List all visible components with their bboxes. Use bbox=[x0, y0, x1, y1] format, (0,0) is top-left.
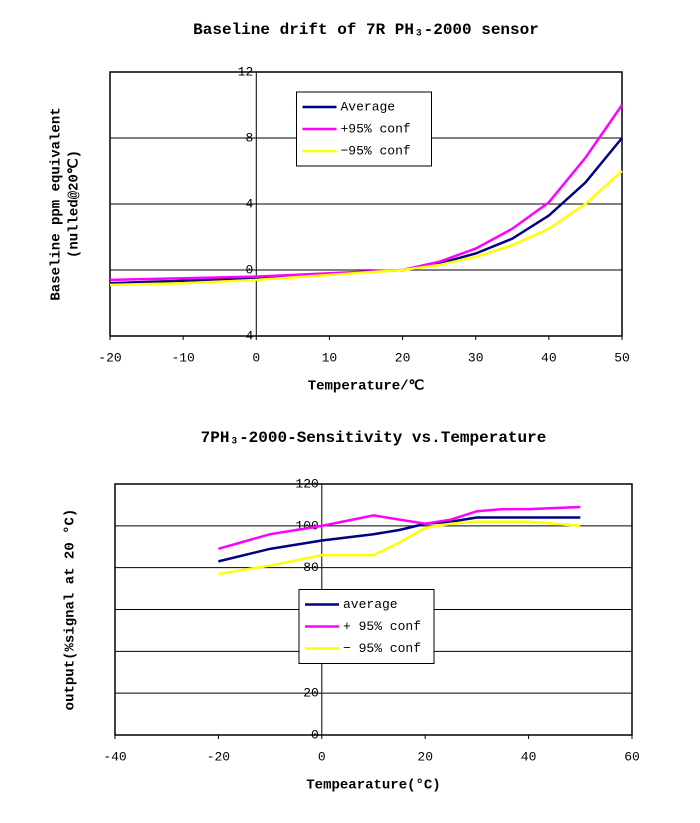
y-axis-label: Baseline ppm equivalent bbox=[49, 107, 65, 300]
y-tick-label: -4 bbox=[238, 328, 254, 343]
y-tick-label: 8 bbox=[245, 130, 253, 145]
y-tick-label: 0 bbox=[245, 262, 253, 277]
x-tick-label: 20 bbox=[417, 749, 433, 764]
x-tick-label: -20 bbox=[207, 749, 230, 764]
y-tick-label: 0 bbox=[311, 727, 319, 742]
y-tick-label: 20 bbox=[303, 686, 319, 701]
x-axis-label: Tempearature(°C) bbox=[306, 778, 440, 794]
series-line bbox=[109, 137, 623, 285]
y-tick-label: 80 bbox=[303, 560, 319, 575]
legend-label: Average bbox=[341, 99, 396, 114]
series-line bbox=[218, 505, 581, 551]
x-tick-label: 60 bbox=[624, 749, 640, 764]
x-tick-label: -40 bbox=[103, 749, 126, 764]
x-tick-label: -10 bbox=[171, 350, 194, 365]
x-tick-label: 40 bbox=[541, 350, 557, 365]
y-axis-label: (nulled@20℃) bbox=[67, 150, 83, 258]
x-tick-label: 0 bbox=[252, 350, 260, 365]
chart-title: 7PH₃-2000-Sensitivity vs.Temperature bbox=[201, 429, 547, 447]
x-tick-label: -20 bbox=[98, 350, 121, 365]
legend: average + 95% conf − 95% conf bbox=[298, 589, 435, 664]
y-tick-label: 4 bbox=[245, 196, 253, 211]
y-axis-label: output(%signal at 20 °C) bbox=[63, 509, 79, 711]
chart-title: Baseline drift of 7R PH₃-2000 sensor bbox=[193, 21, 539, 39]
x-tick-label: 50 bbox=[614, 350, 630, 365]
x-tick-label: 40 bbox=[521, 749, 537, 764]
legend-label: −95% conf bbox=[341, 143, 411, 158]
x-tick-label: 10 bbox=[322, 350, 338, 365]
legend-label: +95% conf bbox=[341, 121, 411, 136]
legend-label: − 95% conf bbox=[343, 641, 421, 656]
y-tick-label: 120 bbox=[295, 476, 318, 491]
series-line bbox=[109, 104, 624, 282]
x-tick-label: 30 bbox=[468, 350, 484, 365]
series-line bbox=[218, 520, 581, 576]
x-tick-label: 20 bbox=[395, 350, 411, 365]
series-line bbox=[109, 170, 623, 287]
legend-label: average bbox=[343, 597, 398, 612]
x-axis-label: Temperature/℃ bbox=[308, 379, 425, 395]
x-tick-label: 0 bbox=[318, 749, 326, 764]
legend-label: + 95% conf bbox=[343, 619, 421, 634]
y-tick-label: 12 bbox=[238, 64, 254, 79]
legend: Average +95% conf −95% conf bbox=[296, 91, 432, 167]
